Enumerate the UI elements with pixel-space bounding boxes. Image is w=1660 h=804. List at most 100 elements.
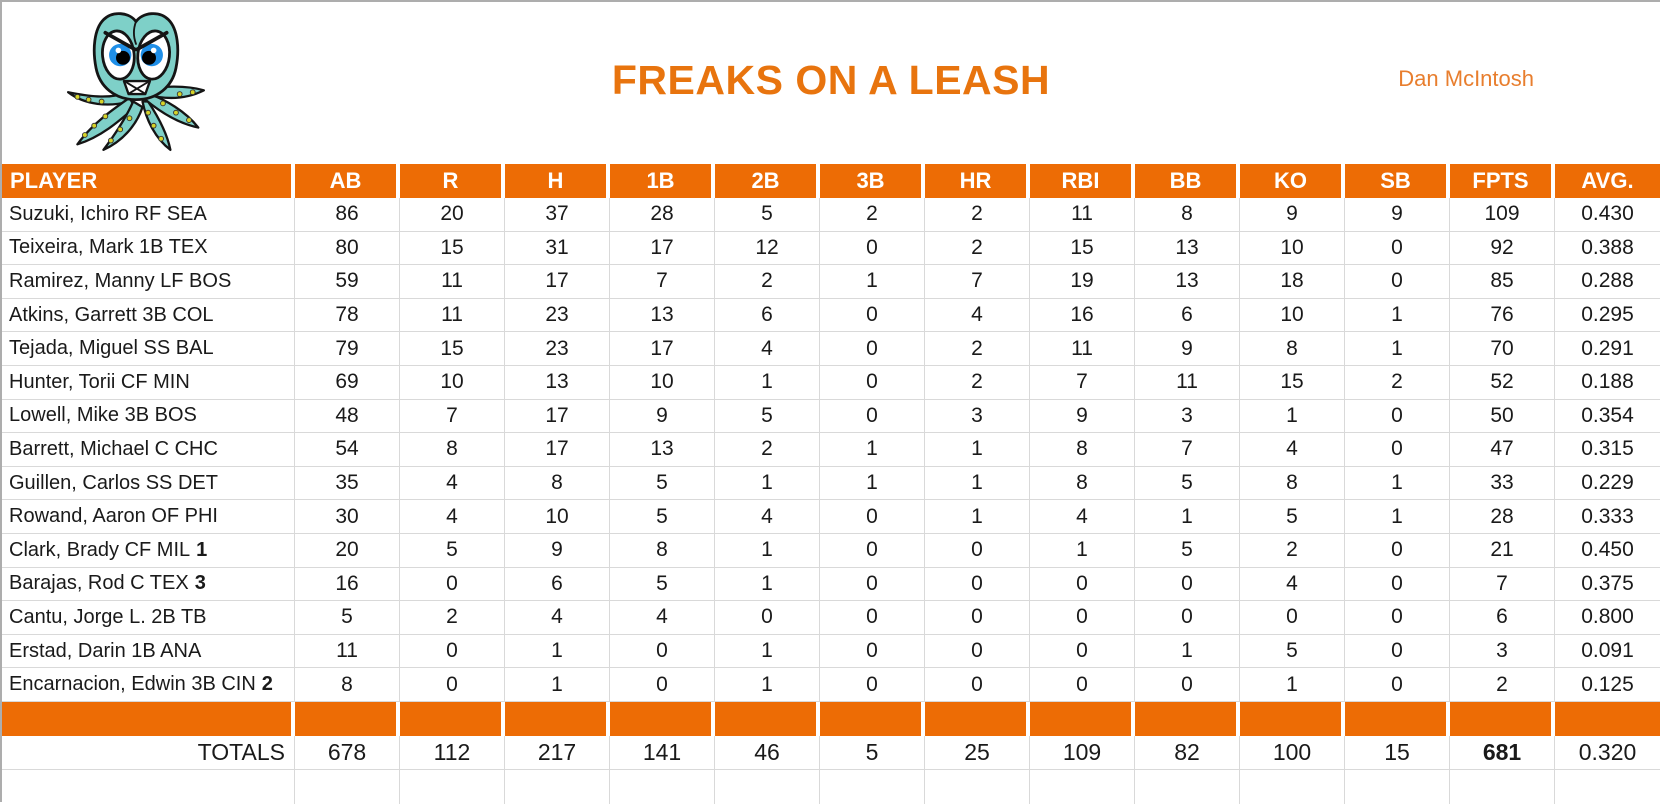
stat-cell[interactable]: 0 [400, 668, 505, 702]
totals-cell[interactable]: 678 [295, 735, 400, 770]
stat-cell[interactable]: 21 [1450, 533, 1555, 568]
stat-cell[interactable]: 1 [820, 265, 925, 299]
stat-cell[interactable]: 7 [1030, 365, 1135, 400]
totals-cell[interactable]: 217 [505, 735, 610, 770]
stat-cell[interactable]: 0 [1345, 265, 1450, 299]
stat-cell[interactable]: 0.291 [1555, 332, 1660, 366]
totals-cell[interactable]: 109 [1030, 735, 1135, 770]
totals-cell[interactable]: 681 [1450, 735, 1555, 770]
stat-cell[interactable]: 20 [295, 533, 400, 568]
stat-cell[interactable]: 2 [820, 198, 925, 232]
column-header-ko[interactable]: KO [1240, 164, 1345, 198]
stat-cell[interactable]: 4 [1240, 433, 1345, 467]
stat-cell[interactable]: 2 [925, 365, 1030, 400]
stat-cell[interactable]: 8 [400, 433, 505, 467]
stat-cell[interactable]: 1 [715, 634, 820, 669]
stat-cell[interactable]: 17 [505, 433, 610, 467]
stat-cell[interactable]: 2 [400, 601, 505, 635]
player-name-cell[interactable]: Ramirez, Manny LF BOS [2, 265, 295, 299]
stat-cell[interactable]: 37 [505, 198, 610, 232]
spacer-cell[interactable] [1555, 701, 1660, 736]
spacer-cell[interactable] [820, 701, 925, 736]
stat-cell[interactable]: 92 [1450, 231, 1555, 266]
stat-cell[interactable]: 15 [1240, 365, 1345, 400]
stat-cell[interactable]: 0 [925, 668, 1030, 702]
stat-cell[interactable]: 13 [610, 433, 715, 467]
stat-cell[interactable]: 3 [1135, 399, 1240, 434]
stat-cell[interactable]: 8 [1030, 433, 1135, 467]
stat-cell[interactable]: 18 [1240, 265, 1345, 299]
stat-cell[interactable]: 5 [295, 601, 400, 635]
stat-cell[interactable]: 0.388 [1555, 232, 1660, 266]
stat-cell[interactable]: 5 [715, 399, 820, 434]
stat-cell[interactable]: 0.354 [1555, 400, 1660, 434]
stat-cell[interactable]: 5 [715, 198, 820, 232]
stat-cell[interactable]: 69 [295, 365, 400, 400]
stat-cell[interactable]: 0 [820, 533, 925, 568]
stat-cell[interactable]: 2 [715, 433, 820, 467]
stat-cell[interactable]: 8 [1030, 466, 1135, 501]
stat-cell[interactable]: 7 [925, 265, 1030, 299]
stat-cell[interactable]: 23 [505, 332, 610, 366]
stat-cell[interactable]: 4 [1240, 567, 1345, 602]
stat-cell[interactable]: 0 [1240, 601, 1345, 635]
stat-cell[interactable]: 0 [715, 601, 820, 635]
stat-cell[interactable]: 30 [295, 500, 400, 534]
stat-cell[interactable]: 0.229 [1555, 467, 1660, 501]
player-name-cell[interactable]: Hunter, Torii CF MIN [2, 365, 295, 400]
spacer-cell[interactable] [1450, 701, 1555, 736]
stat-cell[interactable]: 17 [610, 231, 715, 266]
spacer-cell[interactable] [505, 701, 610, 736]
spacer-cell[interactable] [1030, 701, 1135, 736]
column-header-player[interactable]: PLAYER [2, 164, 295, 198]
stat-cell[interactable]: 0 [1030, 567, 1135, 602]
stat-cell[interactable]: 2 [715, 265, 820, 299]
stat-cell[interactable]: 6 [715, 298, 820, 333]
column-header-sb[interactable]: SB [1345, 164, 1450, 198]
stat-cell[interactable]: 0 [1135, 668, 1240, 702]
stat-cell[interactable]: 0 [820, 500, 925, 534]
player-name-cell[interactable]: Barrett, Michael C CHC [2, 433, 295, 467]
stat-cell[interactable]: 4 [400, 466, 505, 501]
stat-cell[interactable]: 13 [610, 298, 715, 333]
stat-cell[interactable]: 1 [1345, 332, 1450, 366]
stat-cell[interactable]: 1 [1240, 399, 1345, 434]
stat-cell[interactable]: 7 [610, 265, 715, 299]
stat-cell[interactable]: 11 [295, 634, 400, 669]
stat-cell[interactable]: 11 [1030, 198, 1135, 232]
column-header-bb[interactable]: BB [1135, 164, 1240, 198]
stat-cell[interactable]: 28 [610, 198, 715, 232]
stat-cell[interactable]: 48 [295, 399, 400, 434]
stat-cell[interactable]: 5 [1240, 500, 1345, 534]
stat-cell[interactable]: 13 [505, 365, 610, 400]
stat-cell[interactable]: 15 [400, 231, 505, 266]
column-header-3b[interactable]: 3B [820, 164, 925, 198]
stat-cell[interactable]: 17 [610, 332, 715, 366]
stat-cell[interactable]: 1 [820, 433, 925, 467]
player-name-cell[interactable]: Erstad, Darin 1B ANA [2, 634, 295, 669]
stat-cell[interactable]: 9 [1030, 399, 1135, 434]
stat-cell[interactable]: 1 [1345, 466, 1450, 501]
stat-cell[interactable]: 0 [1135, 567, 1240, 602]
stat-cell[interactable]: 9 [1345, 198, 1450, 232]
stat-cell[interactable]: 0 [820, 332, 925, 366]
totals-cell[interactable]: 0.320 [1555, 736, 1660, 770]
stat-cell[interactable]: 0 [820, 231, 925, 266]
stat-cell[interactable]: 76 [1450, 298, 1555, 333]
stat-cell[interactable]: 1 [1345, 298, 1450, 333]
stat-cell[interactable]: 15 [400, 332, 505, 366]
stat-cell[interactable]: 4 [505, 601, 610, 635]
stat-cell[interactable]: 28 [1450, 500, 1555, 534]
stat-cell[interactable]: 17 [505, 265, 610, 299]
stat-cell[interactable]: 1 [715, 466, 820, 501]
spacer-cell[interactable] [295, 701, 400, 736]
stat-cell[interactable]: 0.125 [1555, 668, 1660, 702]
stat-cell[interactable]: 5 [1135, 466, 1240, 501]
spacer-cell[interactable] [610, 701, 715, 736]
stat-cell[interactable]: 1 [715, 365, 820, 400]
stat-cell[interactable]: 11 [400, 298, 505, 333]
stat-cell[interactable]: 0 [1345, 668, 1450, 702]
player-name-cell[interactable]: Barajas, Rod C TEX 3 [2, 567, 295, 602]
stat-cell[interactable]: 78 [295, 298, 400, 333]
stat-cell[interactable]: 0 [400, 567, 505, 602]
